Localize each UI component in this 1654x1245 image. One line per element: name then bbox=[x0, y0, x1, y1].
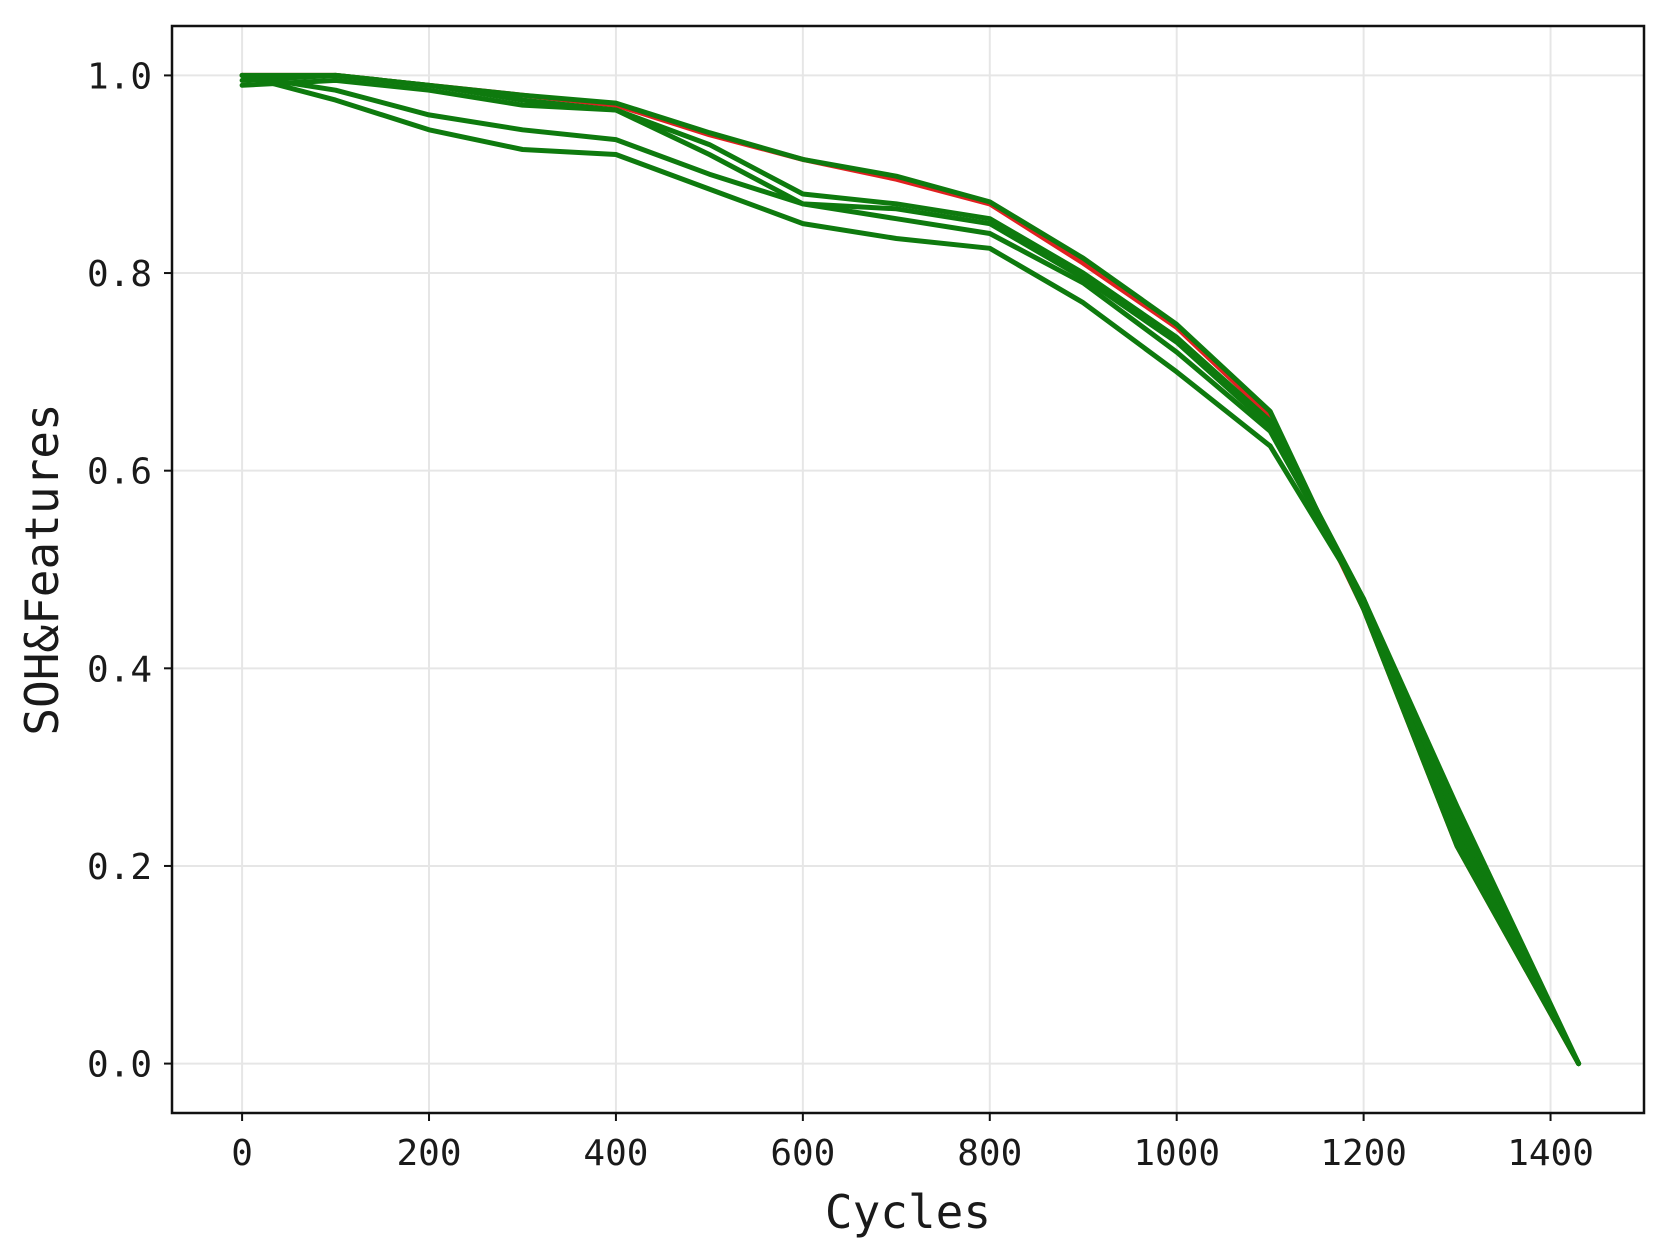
y-axis-title: SOH&Features bbox=[15, 403, 69, 735]
plot-frame bbox=[170, 24, 1646, 1115]
x-tick-label: 1400 bbox=[1507, 1133, 1594, 1174]
grid bbox=[172, 26, 1644, 1113]
x-axis-title: Cycles bbox=[825, 1185, 991, 1239]
y-tick-label: 0.0 bbox=[87, 1045, 152, 1086]
tick-labels: 0 200 400 600 800 1000 1200 1400 0.0 0.2 0.4 0.6 0.8… bbox=[87, 56, 1594, 1174]
series-line-1 bbox=[239, 72, 1582, 1067]
series-line-4 bbox=[239, 72, 1582, 1067]
x-tick-label: 600 bbox=[770, 1133, 835, 1174]
axis-ticks bbox=[164, 74, 1552, 1121]
series-line-3 bbox=[239, 77, 1582, 1067]
x-tick-label: 1000 bbox=[1133, 1133, 1220, 1174]
y-tick-label: 0.4 bbox=[87, 649, 152, 690]
series-lines bbox=[239, 72, 1582, 1067]
series-line-2 bbox=[239, 72, 1582, 1067]
x-tick-label: 1200 bbox=[1320, 1133, 1407, 1174]
y-tick-label: 0.8 bbox=[87, 254, 152, 295]
series-line-5 bbox=[239, 72, 1582, 1067]
x-tick-label: 800 bbox=[957, 1133, 1022, 1174]
x-tick-label: 400 bbox=[583, 1133, 648, 1174]
x-tick-label: 0 bbox=[231, 1133, 253, 1174]
y-tick-label: 0.2 bbox=[87, 847, 152, 888]
y-tick-label: 0.6 bbox=[87, 452, 152, 493]
y-tick-label: 1.0 bbox=[87, 56, 152, 97]
series-line-6 bbox=[239, 72, 1582, 1067]
x-tick-label: 200 bbox=[397, 1133, 462, 1174]
